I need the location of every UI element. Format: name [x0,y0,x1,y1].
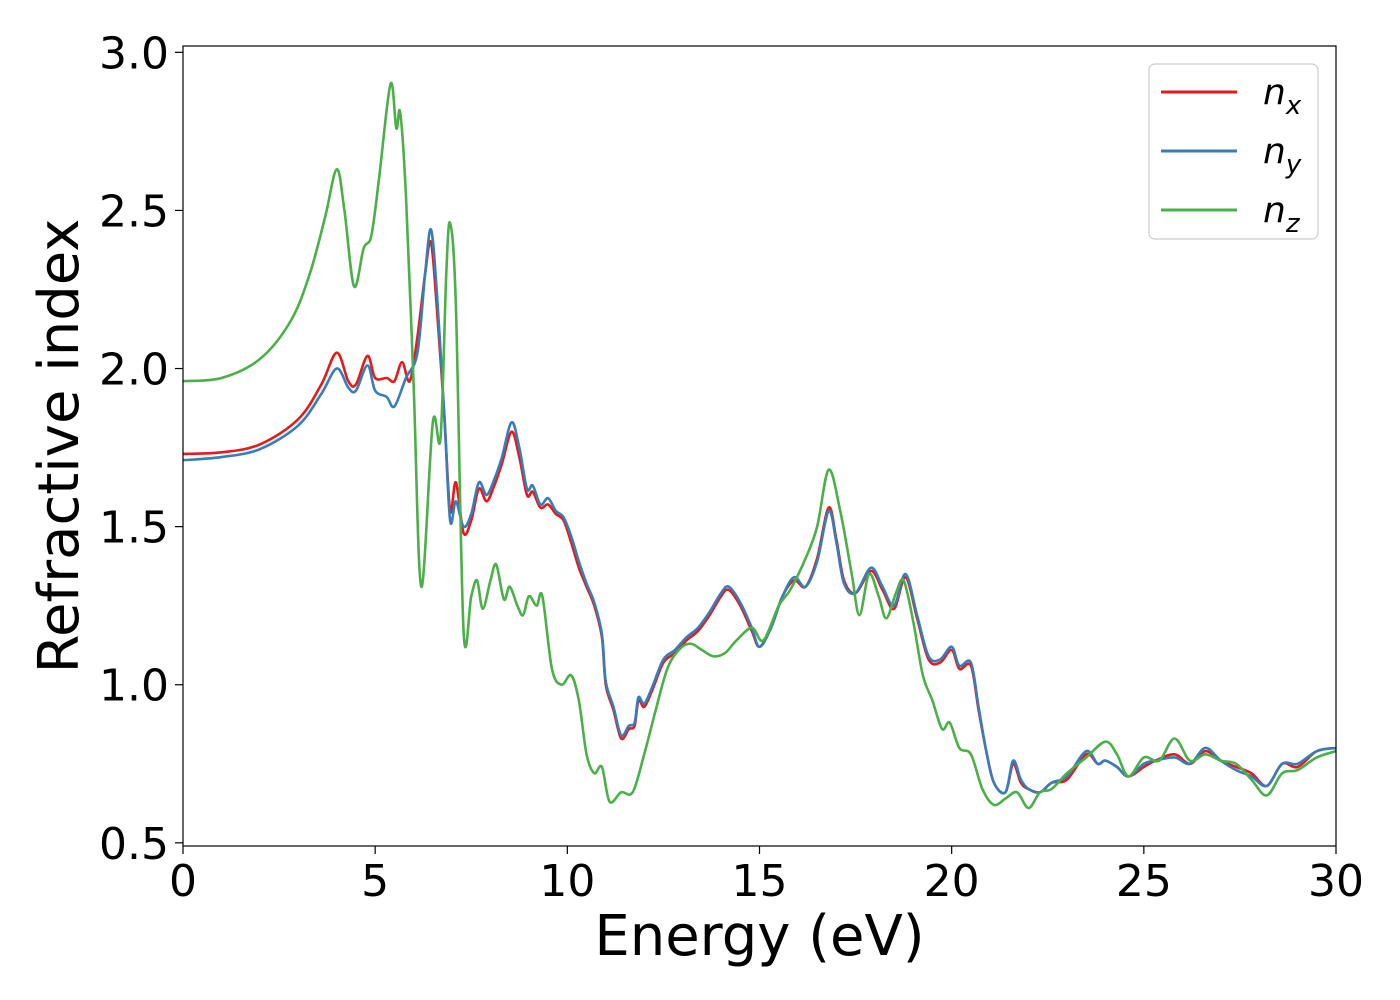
plot-area [182,81,1337,810]
x-tick-label: 10 [539,856,595,907]
series-line-ny [182,228,1337,795]
y-axis-label: Refractive index [27,219,92,674]
y-tick-label: 1.5 [99,503,169,554]
x-tick-label: 20 [924,856,980,907]
series-line-nz [182,81,1337,810]
y-axis: 0.5 1.0 1.5 2.0 2.5 3.0 [99,28,183,870]
y-tick-label: 2.5 [99,186,169,237]
x-axis-label: Energy (eV) [594,904,924,969]
x-tick-label: 30 [1308,856,1364,907]
y-tick-label: 2.0 [99,345,169,396]
x-axis: 0 5 10 15 20 25 30 [169,846,1364,907]
x-tick-label: 0 [169,856,197,907]
y-tick-label: 3.0 [99,28,169,79]
y-tick-label: 0.5 [99,819,169,870]
x-tick-label: 5 [361,856,389,907]
series-line-nx [182,239,1337,795]
y-tick-label: 1.0 [99,661,169,712]
x-tick-label: 25 [1116,856,1172,907]
x-tick-label: 15 [732,856,788,907]
